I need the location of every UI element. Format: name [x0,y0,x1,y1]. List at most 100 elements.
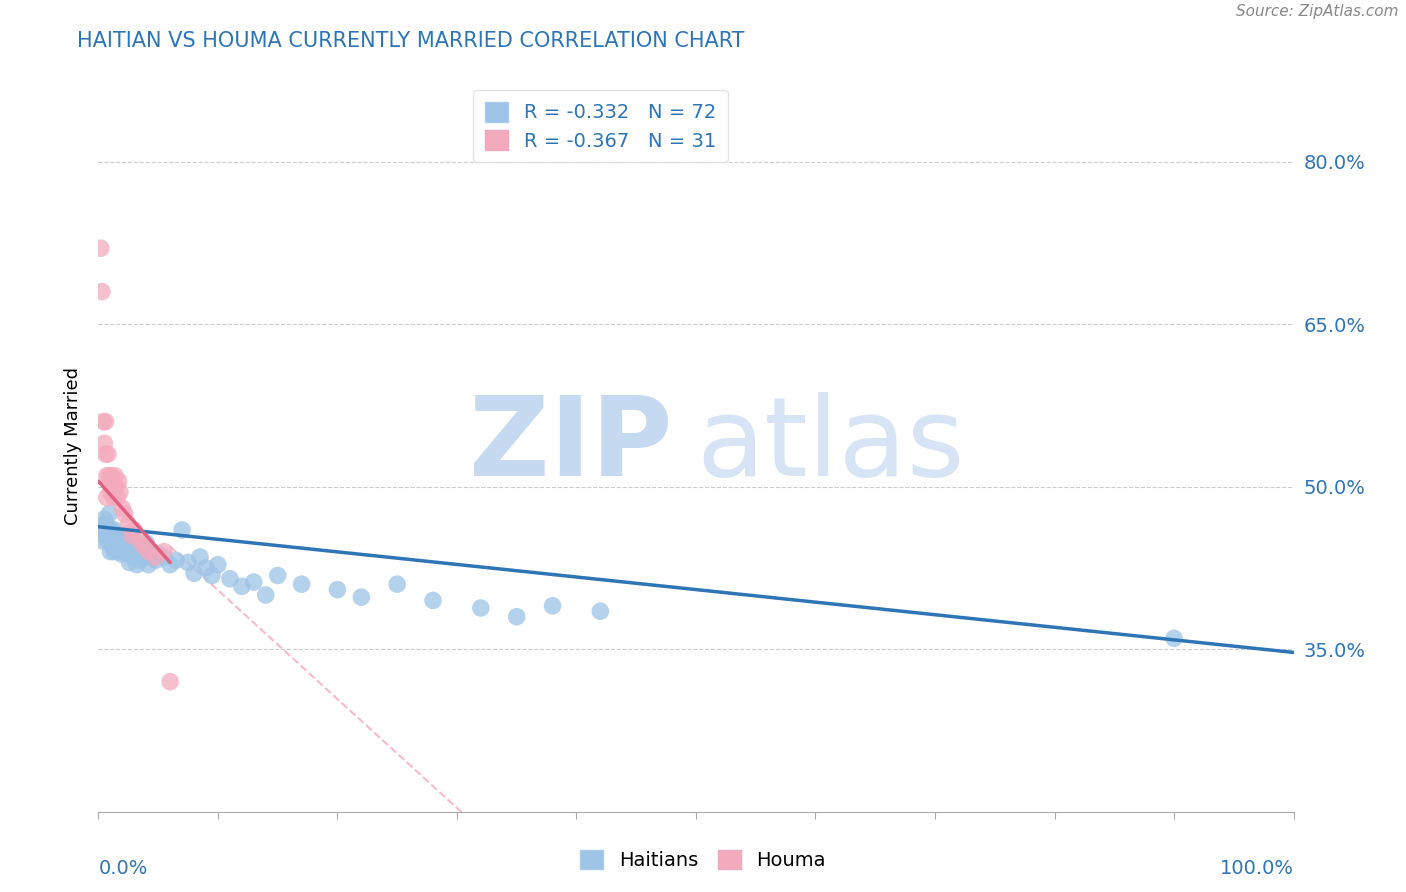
Point [98,525,121,540]
Point [94,447,117,461]
Point [254,588,277,602]
Point [105,480,128,494]
Point [98,544,122,558]
Text: ZIP: ZIP [468,392,672,500]
Point [107,539,129,553]
Point [115,544,138,558]
Point [350,590,373,604]
Point [94,415,117,429]
Point [96,468,118,483]
Point [172,523,194,537]
Point [93,436,115,450]
Point [100,468,122,483]
Text: 100.0%: 100.0% [1219,859,1294,879]
Legend: Haitians, Houma: Haitians, Houma [572,842,834,878]
Point [115,539,138,553]
Point [98,474,122,488]
Point [101,480,124,494]
Point [145,550,167,565]
Point [94,523,117,537]
Point [96,528,118,542]
Point [107,532,129,546]
Point [91,415,114,429]
Point [121,528,143,542]
Point [98,468,121,483]
Point [132,539,155,553]
Point [129,553,152,567]
Point [120,542,142,557]
Point [124,536,146,550]
Point [104,468,127,483]
Point [1163,632,1185,646]
Point [112,528,135,542]
Text: HAITIAN VS HOUMA CURRENTLY MARRIED CORRELATION CHART: HAITIAN VS HOUMA CURRENTLY MARRIED CORRE… [77,31,745,51]
Point [188,550,211,565]
Point [101,528,124,542]
Text: atlas: atlas [696,392,965,500]
Point [385,577,409,591]
Point [326,582,349,597]
Point [98,507,121,521]
Point [153,544,176,558]
Point [111,501,134,516]
Point [267,568,290,582]
Point [422,593,444,607]
Point [103,491,125,505]
Point [148,547,170,561]
Point [91,533,114,548]
Point [135,536,157,550]
Point [159,558,181,572]
Point [104,536,127,550]
Point [90,241,112,255]
Point [231,579,253,593]
Point [138,544,160,558]
Point [207,558,229,572]
Point [93,517,115,532]
Point [103,523,125,537]
Point [91,528,114,542]
Point [243,574,266,589]
Point [124,523,146,537]
Point [100,523,122,537]
Point [93,512,115,526]
Point [91,285,114,299]
Point [219,572,242,586]
Point [90,523,112,537]
Point [138,558,160,572]
Point [141,544,163,558]
Point [97,447,120,461]
Point [101,539,124,553]
Point [470,601,492,615]
Point [201,568,224,582]
Point [110,547,132,561]
Point [291,577,314,591]
Point [117,547,139,561]
Point [159,674,181,689]
Point [108,544,131,558]
Point [108,485,131,500]
Point [111,542,134,557]
Point [129,533,152,548]
Point [107,474,129,488]
Point [105,542,128,557]
Point [98,485,122,500]
Text: Source: ZipAtlas.com: Source: ZipAtlas.com [1236,4,1399,20]
Y-axis label: Currently Married: Currently Married [63,367,82,525]
Legend: R = -0.332   N = 72, R = -0.367   N = 31: R = -0.332 N = 72, R = -0.367 N = 31 [474,90,727,162]
Point [107,533,129,548]
Point [589,604,612,618]
Point [96,491,118,505]
Point [114,507,136,521]
Point [103,533,125,548]
Point [103,544,125,558]
Point [96,517,118,532]
Point [125,558,148,572]
Point [97,533,120,548]
Point [132,550,155,565]
Point [145,553,167,567]
Point [127,539,149,553]
Point [98,532,122,546]
Text: 0.0%: 0.0% [98,859,148,879]
Point [117,517,139,532]
Point [107,491,129,505]
